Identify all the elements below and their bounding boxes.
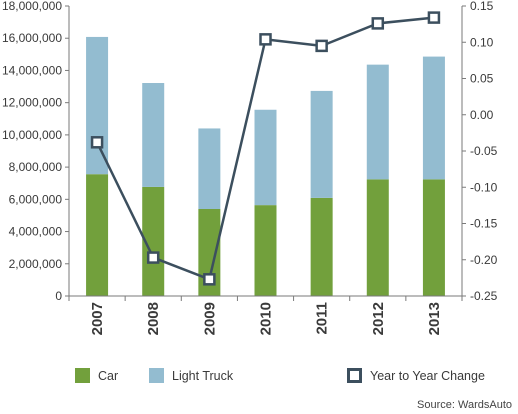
bars-layer <box>86 36 445 296</box>
right-tick-label: -0.05 <box>470 144 498 158</box>
right-tick-label: 0.10 <box>470 35 494 49</box>
marker-2009 <box>203 273 216 286</box>
marker-2011 <box>315 39 328 53</box>
x-tick-label-2009: 2009 <box>201 302 218 335</box>
right-tick-label: -0.20 <box>470 253 498 267</box>
right-tick-label: 0.15 <box>470 0 494 13</box>
bar-car-2011 <box>310 197 333 296</box>
left-tick-label: 8,000,000 <box>9 160 63 174</box>
marker-2010 <box>259 33 272 46</box>
x-tick-label-2012: 2012 <box>370 302 387 335</box>
marker-2012 <box>371 17 385 30</box>
line-layer <box>90 11 441 286</box>
marker-2008 <box>146 251 160 264</box>
left-tick-label: 12,000,000 <box>2 96 62 110</box>
bar-light-truck-2009 <box>198 128 221 209</box>
marker-2013 <box>427 11 441 24</box>
legend-label-light-truck: Light Truck <box>172 369 234 383</box>
bar-light-truck-2008 <box>142 83 165 187</box>
x-tick-label-2013: 2013 <box>426 302 443 335</box>
bar-car-2012 <box>366 179 389 296</box>
bar-light-truck-2010 <box>254 109 277 206</box>
bar-car-2013 <box>422 179 445 296</box>
bar-light-truck-2011 <box>310 90 333 198</box>
right-tick-label: 0.00 <box>470 108 494 122</box>
marker-2007 <box>90 136 104 149</box>
left-tick-label: 18,000,000 <box>2 0 62 13</box>
bar-light-truck-2013 <box>422 56 445 180</box>
bar-car-2008 <box>142 186 165 296</box>
axes-layer: 0 2,000,000 4,000,000 6,000,000 8,000,000 10,… <box>2 0 498 335</box>
legend-label-car: Car <box>98 369 118 383</box>
legend-label-year-to-year-change: Year to Year Change <box>370 369 485 383</box>
left-tick-label: 14,000,000 <box>2 63 62 77</box>
bar-light-truck-2007 <box>86 36 109 175</box>
left-tick-label: 0 <box>55 289 62 303</box>
right-tick-label: -0.15 <box>470 217 498 231</box>
right-tick-label: 0.05 <box>470 72 494 86</box>
legend-swatch-car <box>75 368 90 383</box>
right-tick-label: -0.25 <box>470 289 498 303</box>
legend-swatch-year-to-year-change <box>347 368 362 383</box>
left-tick-label: 4,000,000 <box>9 225 63 239</box>
left-tick-label: 2,000,000 <box>9 257 63 271</box>
bar-light-truck-2012 <box>366 64 389 180</box>
x-tick-label-2007: 2007 <box>89 302 106 335</box>
bar-car-2007 <box>86 174 109 296</box>
legend-swatch-light-truck <box>149 368 164 383</box>
x-tick-label-2008: 2008 <box>145 302 162 335</box>
left-tick-label: 10,000,000 <box>2 128 62 142</box>
x-tick-label-2011: 2011 <box>314 302 331 335</box>
left-tick-label: 16,000,000 <box>2 31 62 45</box>
legend: Car Light Truck Year to Year Change <box>75 368 485 383</box>
bar-car-2010 <box>254 205 277 296</box>
left-tick-label: 6,000,000 <box>9 192 63 206</box>
source-note: Source: WardsAuto <box>417 399 512 411</box>
x-tick-label-2010: 2010 <box>258 302 275 335</box>
right-tick-label: -0.10 <box>470 180 498 194</box>
